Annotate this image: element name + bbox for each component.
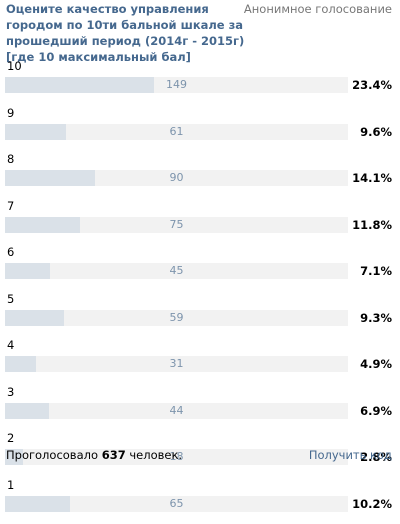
poll-option[interactable]: 10 149 23.4% [0, 59, 400, 106]
option-vote-count: 75 [5, 217, 348, 233]
get-code-link[interactable]: Получить код [309, 446, 392, 464]
option-percent: 23.4% [352, 77, 392, 93]
poll-option[interactable]: 6 45 7.1% [0, 245, 400, 292]
option-label: 7 [7, 199, 14, 213]
option-percent: 9.6% [360, 124, 392, 140]
option-label: 1 [7, 478, 14, 492]
option-bar-track: 31 [5, 356, 348, 372]
option-label: 9 [7, 106, 14, 120]
option-label: 2 [7, 431, 14, 445]
option-bar-track: 149 [5, 77, 348, 93]
option-percent: 9.3% [360, 310, 392, 326]
option-vote-count: 90 [5, 170, 348, 186]
poll-title: Оцените качество управления городом по 1… [6, 1, 258, 65]
option-percent: 6.9% [360, 403, 392, 419]
option-bar-track: 75 [5, 217, 348, 233]
option-vote-count: 45 [5, 263, 348, 279]
option-vote-count: 59 [5, 310, 348, 326]
option-percent: 14.1% [352, 170, 392, 186]
option-bar-track: 61 [5, 124, 348, 140]
poll-option[interactable]: 8 90 14.1% [0, 152, 400, 199]
option-label: 5 [7, 292, 14, 306]
option-percent: 7.1% [360, 263, 392, 279]
voters-count: 637 [102, 448, 126, 462]
poll-footer: Проголосовало 637 человек. Получить код [0, 446, 400, 464]
option-percent: 10.2% [352, 496, 392, 512]
option-label: 3 [7, 385, 14, 399]
option-label: 4 [7, 338, 14, 352]
option-bar-track: 59 [5, 310, 348, 326]
option-vote-count: 31 [5, 356, 348, 372]
option-label: 10 [7, 59, 22, 73]
option-percent: 11.8% [352, 217, 392, 233]
poll-type-label: Анонимное голосование [244, 1, 392, 17]
poll-option[interactable]: 7 75 11.8% [0, 199, 400, 246]
voters-summary: Проголосовало 637 человек. [6, 446, 182, 464]
option-vote-count: 65 [5, 496, 348, 512]
option-bar-track: 90 [5, 170, 348, 186]
poll-option[interactable]: 3 44 6.9% [0, 385, 400, 432]
option-vote-count: 61 [5, 124, 348, 140]
option-vote-count: 44 [5, 403, 348, 419]
option-percent: 4.9% [360, 356, 392, 372]
option-bar-track: 65 [5, 496, 348, 512]
poll-option[interactable]: 9 61 9.6% [0, 106, 400, 153]
option-bar-track: 44 [5, 403, 348, 419]
poll-option[interactable]: 5 59 9.3% [0, 292, 400, 339]
option-label: 8 [7, 152, 14, 166]
voters-suffix: человек. [129, 448, 182, 462]
option-vote-count: 149 [5, 77, 348, 93]
poll-header: Оцените качество управления городом по 1… [0, 0, 400, 52]
option-bar-track: 45 [5, 263, 348, 279]
option-label: 6 [7, 245, 14, 259]
poll-option[interactable]: 1 65 10.2% [0, 478, 400, 524]
poll-option[interactable]: 4 31 4.9% [0, 338, 400, 385]
voters-prefix: Проголосовало [6, 448, 98, 462]
